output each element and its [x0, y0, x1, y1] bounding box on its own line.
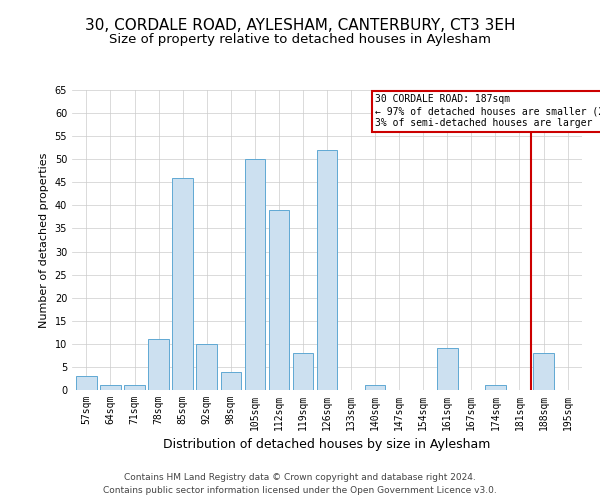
Text: Size of property relative to detached houses in Aylesham: Size of property relative to detached ho… [109, 32, 491, 46]
Bar [245, 159, 265, 390]
Text: 30, CORDALE ROAD, AYLESHAM, CANTERBURY, CT3 3EH: 30, CORDALE ROAD, AYLESHAM, CANTERBURY, … [85, 18, 515, 32]
Bar [485, 386, 506, 390]
Y-axis label: Number of detached properties: Number of detached properties [39, 152, 49, 328]
Bar [437, 348, 458, 390]
Bar [269, 210, 289, 390]
Text: Contains HM Land Registry data © Crown copyright and database right 2024.
Contai: Contains HM Land Registry data © Crown c… [103, 474, 497, 495]
Bar [317, 150, 337, 390]
Bar [293, 353, 313, 390]
Bar [76, 376, 97, 390]
Bar [365, 386, 385, 390]
Bar [221, 372, 241, 390]
Text: 30 CORDALE ROAD: 187sqm
← 97% of detached houses are smaller (235)
3% of semi-de: 30 CORDALE ROAD: 187sqm ← 97% of detache… [376, 94, 600, 128]
Bar [124, 386, 145, 390]
Bar [196, 344, 217, 390]
X-axis label: Distribution of detached houses by size in Aylesham: Distribution of detached houses by size … [163, 438, 491, 452]
Bar [148, 339, 169, 390]
Bar [100, 386, 121, 390]
Bar [533, 353, 554, 390]
Bar [172, 178, 193, 390]
